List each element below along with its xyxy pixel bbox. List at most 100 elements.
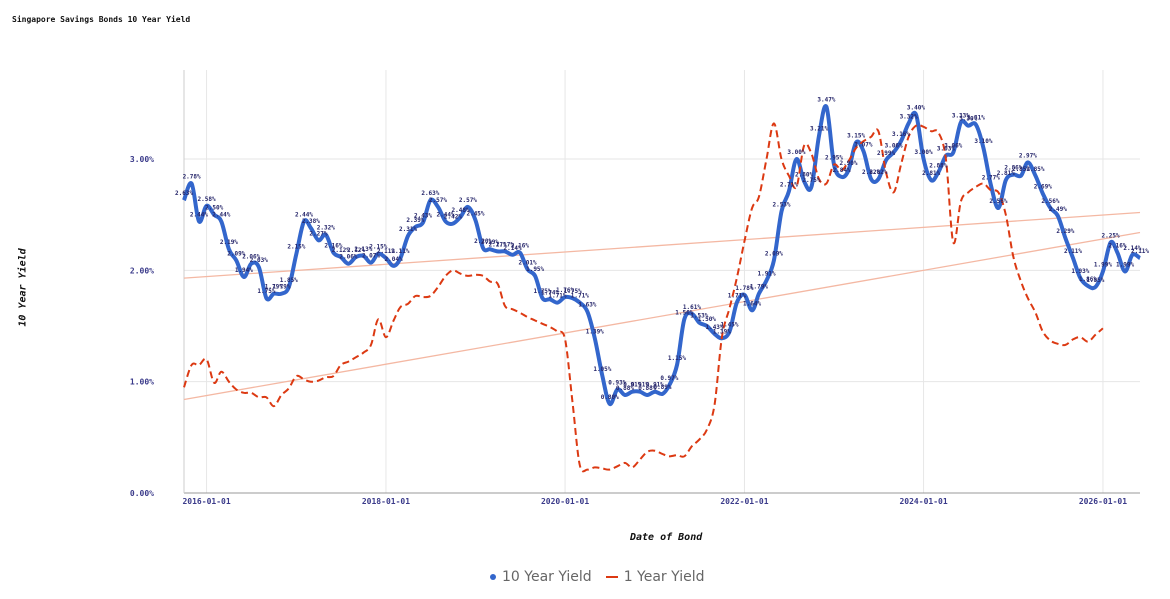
- data-label: 1.63%: [578, 302, 596, 309]
- series-line-1-year: [183, 122, 1104, 473]
- data-label: 0.91%: [623, 382, 641, 389]
- data-label: 1.53%: [690, 313, 708, 320]
- data-label: 2.56%: [989, 198, 1007, 205]
- data-label: 3.31%: [967, 115, 985, 122]
- data-label: 2.63%: [175, 190, 193, 197]
- data-label: 2.48%: [452, 207, 470, 214]
- data-label: 0.88%: [638, 385, 656, 392]
- data-label: 3.33%: [952, 112, 970, 119]
- data-label: 1.95%: [526, 266, 544, 273]
- series-line-10-year: [182, 104, 1142, 407]
- x-tick-label: 2026-01-01: [1079, 497, 1127, 506]
- data-label: 2.14%: [1123, 245, 1141, 252]
- data-label: 1.15%: [668, 355, 686, 362]
- data-label: 1.71%: [728, 293, 746, 300]
- data-label: 1.99%: [1094, 261, 1112, 268]
- data-label: 1.75%: [533, 288, 551, 295]
- data-label: 1.64%: [743, 300, 761, 307]
- data-label: 2.29%: [1056, 228, 1074, 235]
- data-label: 3.21%: [810, 126, 828, 133]
- data-label: 1.43%: [705, 324, 723, 331]
- data-label: 1.76%: [556, 287, 574, 294]
- y-tick-label: 1.00%: [130, 378, 154, 387]
- data-label: 2.44%: [190, 211, 208, 218]
- legend-label-10-year[interactable]: 10 Year Yield: [502, 569, 592, 585]
- data-label: 1.99%: [1116, 261, 1134, 268]
- data-label: 1.56%: [675, 309, 693, 316]
- data-label: 2.49%: [1049, 206, 1067, 213]
- data-label: 2.31%: [399, 226, 417, 233]
- data-label: 2.19%: [481, 239, 499, 246]
- data-label: 2.43%: [414, 213, 432, 220]
- data-label: 2.53%: [772, 201, 790, 208]
- data-label: 1.79%: [750, 284, 768, 291]
- data-label: 1.86%: [1079, 276, 1097, 283]
- data-label: 2.27%: [309, 230, 327, 237]
- data-label: 1.05%: [593, 366, 611, 373]
- data-label: 3.15%: [847, 132, 865, 139]
- data-label: 2.11%: [391, 248, 409, 255]
- data-label: 0.91%: [631, 382, 649, 389]
- data-label: 3.40%: [907, 105, 925, 112]
- data-label: 2.01%: [519, 259, 537, 266]
- data-label: 2.06%: [339, 254, 357, 261]
- data-label: 1.94%: [235, 267, 253, 274]
- data-label: 3.30%: [959, 116, 977, 123]
- data-label: 1.75%: [257, 288, 275, 295]
- legend-label-1-year[interactable]: 1 Year Yield: [623, 569, 705, 585]
- data-label: 2.09%: [227, 250, 245, 257]
- data-label: 0.93%: [608, 379, 626, 386]
- legend: 10 Year Yield 1 Year Yield: [490, 569, 704, 585]
- data-label: 2.57%: [429, 197, 447, 204]
- data-label: 2.81%: [997, 170, 1015, 177]
- data-label: 0.88%: [616, 385, 634, 392]
- data-label: 2.82%: [869, 169, 887, 176]
- grid-lines: [183, 70, 1140, 494]
- data-label: 1.39%: [586, 328, 604, 335]
- data-label: 1.91%: [758, 270, 776, 277]
- data-label: 2.06%: [242, 254, 260, 261]
- x-tick-label: 2018-01-01: [362, 497, 410, 506]
- data-label: 2.57%: [459, 197, 477, 204]
- legend-swatch-10-year: [490, 574, 496, 580]
- data-label: 2.90%: [839, 160, 857, 167]
- data-label: 1.71%: [571, 293, 589, 300]
- data-label: 2.11%: [377, 248, 395, 255]
- data-label: 0.89%: [653, 384, 671, 391]
- data-label: 2.20%: [474, 238, 492, 245]
- y-tick-label: 0.00%: [130, 489, 154, 498]
- axis-ticks: 2016-01-01 2018-01-01 2020-01-01 2022-01-01…: [130, 155, 1127, 506]
- data-label: 3.10%: [974, 138, 992, 145]
- data-label: 2.97%: [1019, 152, 1037, 159]
- data-label: 0.97%: [660, 375, 678, 382]
- trend-line: [183, 231, 1141, 401]
- data-label: 2.16%: [1108, 243, 1126, 250]
- data-label: 2.11%: [1131, 248, 1149, 255]
- data-label: 0.91%: [646, 382, 664, 389]
- data-label: 2.17%: [496, 241, 514, 248]
- data-label: 2.80%: [795, 171, 813, 178]
- data-label: 2.13%: [354, 246, 372, 253]
- data-label: 1.39%: [713, 328, 731, 335]
- data-label: 2.14%: [504, 245, 522, 252]
- series-lines: [182, 104, 1142, 473]
- data-label: 2.78%: [183, 174, 201, 181]
- trend-lines: [183, 211, 1141, 401]
- data-label: 2.39%: [406, 217, 424, 224]
- data-label: 1.78%: [735, 285, 753, 292]
- data-label: 1.79%: [265, 284, 283, 291]
- data-label: 2.71%: [780, 181, 798, 188]
- x-tick-label: 2022-01-01: [720, 497, 768, 506]
- data-label: 2.16%: [324, 243, 342, 250]
- data-label: 2.56%: [1041, 198, 1059, 205]
- x-axis-title: Date of Bond: [630, 532, 703, 543]
- data-label: 2.15%: [287, 244, 305, 251]
- data-label: 2.11%: [1064, 248, 1082, 255]
- data-label: 1.50%: [698, 316, 716, 323]
- data-label: 2.82%: [862, 169, 880, 176]
- data-label: 3.03%: [937, 146, 955, 153]
- data-label: 2.19%: [220, 239, 238, 246]
- x-tick-label: 2024-01-01: [899, 497, 947, 506]
- data-label: 2.50%: [205, 205, 223, 212]
